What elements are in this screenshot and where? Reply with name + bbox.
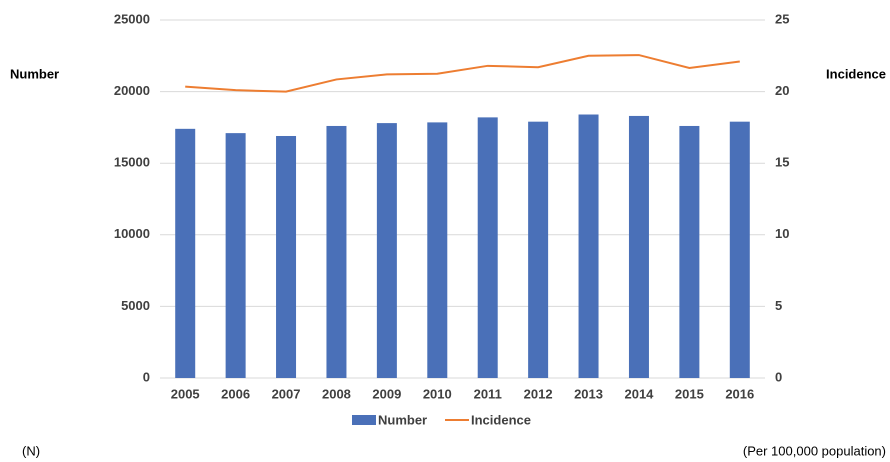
- x-tick-label: 2009: [372, 386, 401, 401]
- bar: [225, 133, 246, 378]
- x-tick-label: 2011: [474, 386, 502, 401]
- x-tick-label: 2013: [574, 386, 603, 401]
- y-axis-label: Number: [10, 66, 59, 81]
- legend-swatch: [352, 415, 376, 425]
- bar: [427, 122, 448, 378]
- bar: [729, 121, 750, 378]
- x-tick-label: 2014: [624, 386, 654, 401]
- y2-tick-label: 25: [775, 11, 789, 26]
- y2-tick-label: 10: [775, 226, 789, 241]
- bar: [376, 123, 397, 378]
- y2-tick-label: 20: [775, 83, 789, 98]
- line: [185, 54, 740, 93]
- x-tick-label: 2006: [221, 386, 250, 401]
- bar: [628, 115, 649, 378]
- x-tick-label: 2016: [725, 386, 754, 401]
- y2-unit-note: (Per 100,000 population): [743, 443, 886, 458]
- x-tick-label: 2010: [423, 386, 452, 401]
- x-tick-label: 2008: [322, 386, 351, 401]
- y2-tick-label: 0: [775, 369, 782, 384]
- x-tick-label: 2007: [272, 386, 301, 401]
- y-tick-label: 10000: [114, 226, 150, 241]
- bar: [175, 128, 196, 378]
- bar: [276, 135, 297, 378]
- y2-axis-label: Incidence: [826, 66, 886, 81]
- bar: [326, 125, 347, 378]
- legend-label: Incidence: [471, 412, 531, 427]
- y-tick-label: 25000: [114, 11, 150, 26]
- bar: [578, 114, 599, 379]
- y-tick-label: 15000: [114, 155, 150, 170]
- y2-tick-label: 15: [775, 155, 789, 170]
- bar: [528, 121, 549, 378]
- y2-tick-label: 5: [775, 298, 782, 313]
- x-tick-label: 2005: [171, 386, 200, 401]
- y-unit-note: (N): [22, 443, 40, 458]
- bar: [477, 117, 498, 378]
- bar: [679, 125, 700, 378]
- x-tick-label: 2012: [524, 386, 553, 401]
- y-tick-label: 20000: [114, 83, 150, 98]
- x-tick-label: 2015: [675, 386, 704, 401]
- legend-label: Number: [378, 412, 427, 427]
- y-tick-label: 5000: [121, 298, 150, 313]
- y-tick-label: 0: [143, 369, 150, 384]
